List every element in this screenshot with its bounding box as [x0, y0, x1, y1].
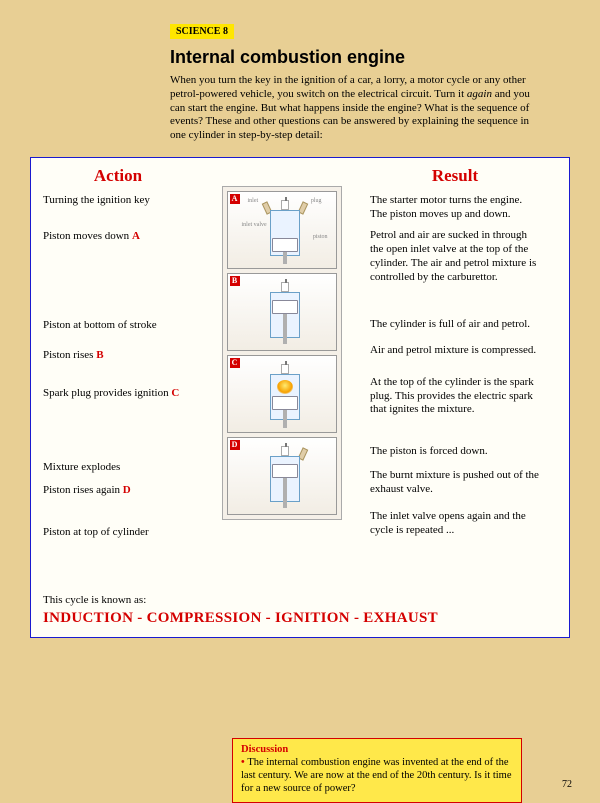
diagram-label-d: D	[230, 440, 240, 450]
discussion-heading: Discussion	[241, 743, 513, 756]
result-column: Result The starter motor turns the engin…	[370, 166, 540, 544]
rod-icon	[283, 478, 287, 508]
action-5: Spark plug provides ignition C	[43, 387, 193, 401]
intro-again: again	[467, 88, 492, 100]
result-5: At the top of the cylinder is the spark …	[370, 376, 540, 417]
page-title: Internal combustion engine	[170, 47, 540, 68]
result-6: The piston is forced down.	[370, 445, 540, 459]
result-4: Air and petrol mixture is compressed.	[370, 344, 540, 358]
rod-icon	[283, 410, 287, 428]
result-2: Petrol and air are sucked in through the…	[370, 229, 540, 284]
spark-plug-icon	[281, 282, 289, 292]
piston-icon	[272, 238, 298, 252]
ignition-flame-icon	[277, 380, 293, 394]
action-4: Piston rises B	[43, 349, 193, 363]
engine-diagram-frame: A inlet plug inlet valve piston B	[222, 186, 342, 520]
action-7: Piston rises again D	[43, 484, 193, 498]
diagram-column: A inlet plug inlet valve piston B	[199, 166, 364, 544]
cycle-label: This cycle is known as:	[43, 594, 557, 606]
diagram-label-c: C	[230, 358, 240, 368]
diagram-stage-a: A inlet plug inlet valve piston	[227, 191, 337, 269]
spark-plug-icon	[281, 446, 289, 456]
cycle-sequence: INDUCTION - COMPRESSION - IGNITION - EXH…	[43, 610, 557, 627]
stage-tag-a: A	[132, 230, 140, 242]
result-heading: Result	[370, 166, 540, 186]
diagram-stage-d: D	[227, 437, 337, 515]
intro-text: When you turn the key in the ignition of…	[170, 74, 540, 143]
diagram-stage-b: B	[227, 273, 337, 351]
page-number: 72	[562, 779, 572, 790]
diagram-stage-c: C	[227, 355, 337, 433]
result-8: The inlet valve opens again and the cycl…	[370, 510, 540, 538]
piston-icon	[272, 300, 298, 314]
stage-tag-b: B	[96, 349, 103, 361]
stage-tag-d: D	[123, 484, 131, 496]
action-6: Mixture explodes	[43, 461, 193, 475]
result-7: The burnt mixture is pushed out of the e…	[370, 469, 540, 497]
stage-tag-c: C	[171, 387, 179, 399]
diagram-label-b: B	[230, 276, 240, 286]
result-1: The starter motor turns the engine. The …	[370, 194, 540, 222]
discussion-box: Discussion • The internal combustion eng…	[232, 738, 522, 803]
action-heading: Action	[43, 166, 193, 186]
piston-icon	[272, 396, 298, 410]
result-3: The cylinder is full of air and petrol.	[370, 318, 540, 332]
rod-icon	[283, 252, 287, 264]
action-1: Turning the ignition key	[43, 194, 193, 208]
discussion-body: • The internal combustion engine was inv…	[241, 756, 513, 795]
content-panel: Action Turning the ignition key Piston m…	[30, 157, 570, 638]
spark-plug-icon	[281, 200, 289, 210]
action-3: Piston at bottom of stroke	[43, 319, 193, 333]
piston-icon	[272, 464, 298, 478]
action-column: Action Turning the ignition key Piston m…	[43, 166, 193, 544]
action-2: Piston moves down A	[43, 230, 193, 244]
subject-badge: SCIENCE 8	[170, 24, 234, 39]
rod-icon	[283, 314, 287, 344]
diagram-label-a: A	[230, 194, 240, 204]
spark-plug-icon	[281, 364, 289, 374]
action-8: Piston at top of cylinder	[43, 526, 193, 540]
